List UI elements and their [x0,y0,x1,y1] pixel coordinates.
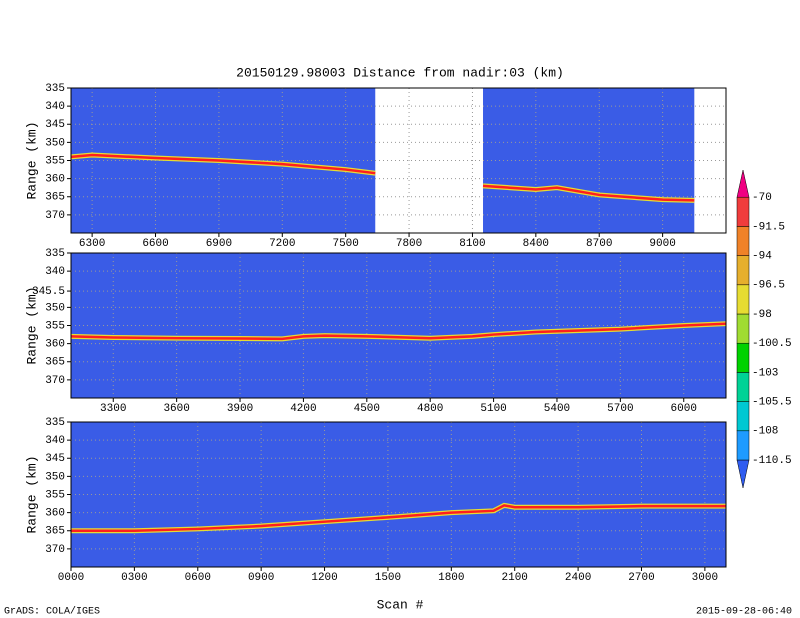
y-tick-label: 355 [45,489,65,501]
x-tick-label: 7200 [269,238,295,250]
x-tick-label: 7500 [332,238,358,250]
y-tick-label: 360 [45,174,65,186]
y-tick-label: 365 [45,357,65,369]
x-tick-label: 2700 [628,572,654,584]
x-tick-label: 1500 [375,572,401,584]
colorbar-box [736,313,750,344]
y-tick-label: 340 [45,101,65,113]
x-tick-label: 5700 [607,403,633,415]
y-axis-label: Range (km) [24,286,39,364]
y-tick-label: 370 [45,544,65,556]
data-coverage [71,422,726,567]
y-tick-label: 365 [45,192,65,204]
x-tick-label: 3300 [100,403,126,415]
footer-right: 2015-09-28-06:40 [696,607,792,618]
plot-frame [70,421,727,568]
colorbar-label: -96.5 [752,280,785,292]
x-tick-label: 0900 [248,572,274,584]
colorbar-box [736,430,750,461]
line [70,153,376,175]
footer-left: GrADS: COLA/IGES [4,606,100,618]
y-tick-label: 340 [45,266,65,278]
colorbar-label: -91.5 [752,221,785,233]
panel: 0000 0300 0600 0900 1200 1500 1800 2100 2400 2700… [24,417,727,584]
line [70,322,727,341]
colorbar-high [736,169,750,198]
colorbar-box [736,342,750,373]
x-tick-label: 3900 [227,403,253,415]
x-tick-label: 6300 [79,238,105,250]
y-axis-label: Range (km) [24,455,39,533]
data-coverage [71,253,726,398]
y-tick-label: 370 [45,210,65,222]
y-tick-label: 335 [45,248,65,260]
x-tick-label: 1800 [438,572,464,584]
panel: 6300 6600 6900 7200 7500 7800 8100 8400 8700 9000… [24,83,727,250]
x-tick-label: 2100 [502,572,528,584]
colorbar-label: -103 [752,367,778,379]
x-tick-label: 3600 [163,403,189,415]
colorbar-box [736,401,750,432]
y-tick-label: 350 [45,137,65,149]
x-tick-label: 0600 [185,572,211,584]
plot-frame [70,87,727,234]
x-tick-label: 4200 [290,403,316,415]
x-axis-label: Scan # [377,597,424,612]
y-tick-label: 355 [45,155,65,167]
x-tick-label: 6000 [671,403,697,415]
colorbar-label: -105.5 [752,397,792,409]
y-tick-label: 350 [45,471,65,483]
plot-frame [70,252,727,399]
x-tick-label: 5100 [480,403,506,415]
x-tick-label: 8100 [459,238,485,250]
x-tick-label: 6600 [142,238,168,250]
y-tick-label: 345 [45,453,65,465]
colorbar-label: -110.5 [752,455,792,467]
y-tick-label: 335 [45,83,65,95]
y-tick-label: 335 [45,417,65,429]
colorbar-box [736,196,750,227]
y-tick-label: 350 [45,302,65,314]
y-tick-label: 340 [45,435,65,447]
x-tick-label: 1200 [311,572,337,584]
colorbar-box [736,255,750,286]
colorbar-label: -108 [752,426,778,438]
x-tick-label: 8700 [586,238,612,250]
x-tick-label: 2400 [565,572,591,584]
line [482,184,695,202]
y-tick-label: 355 [45,320,65,332]
x-tick-label: 4500 [354,403,380,415]
y-tick-label: 345 [45,119,65,131]
y-axis-label: Range (km) [24,121,39,199]
line [71,504,726,532]
y-tick-label: 360 [45,339,65,351]
x-tick-label: 7800 [396,238,422,250]
x-tick-label: 5400 [544,403,570,415]
x-tick-label: 8400 [523,238,549,250]
x-tick-label: 0300 [121,572,147,584]
x-tick-label: 0000 [58,572,84,584]
colorbar-label: -98 [752,309,772,321]
y-tick-label: 360 [45,508,65,520]
colorbar-box [736,372,750,402]
y-tick-label: 345.5 [32,286,65,298]
colorbar-low [736,459,750,489]
chart-title: 20150129.98003 Distance from nadir:03 (k… [236,65,564,80]
colorbar-box [736,226,750,256]
colorbar-label: -100.5 [752,338,792,350]
colorbar-label: -70 [752,192,772,204]
x-tick-label: 6900 [206,238,232,250]
x-tick-label: 9000 [649,238,675,250]
x-tick-label: 3000 [692,572,718,584]
colorbar-label: -94 [752,251,772,263]
colorbar-box [736,284,750,315]
panel: 3300 3600 3900 4200 4500 4800 5100 5400 5700 6000… [24,248,727,415]
x-tick-label: 4800 [417,403,443,415]
y-tick-label: 365 [45,526,65,538]
y-tick-label: 370 [45,375,65,387]
